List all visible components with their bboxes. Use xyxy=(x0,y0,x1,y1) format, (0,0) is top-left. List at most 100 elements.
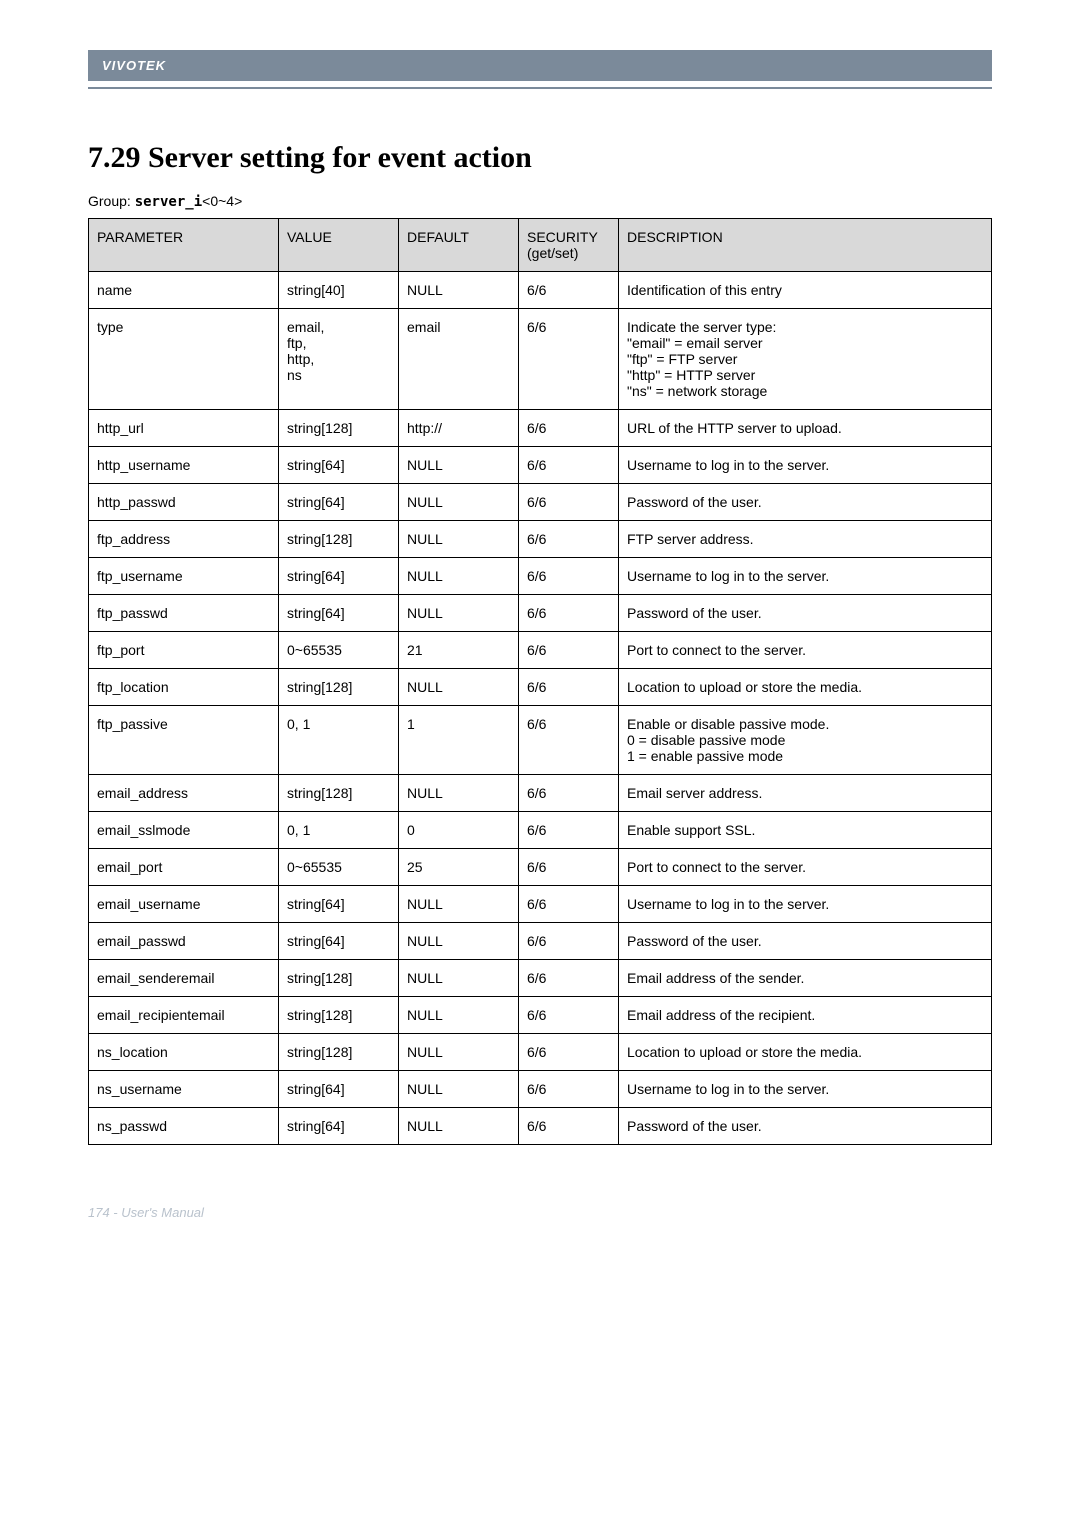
cell-description: Location to upload or store the media. xyxy=(619,669,992,706)
table-row: email_passwdstring[64]NULL6/6Password of… xyxy=(89,923,992,960)
table-row: namestring[40]NULL6/6Identification of t… xyxy=(89,272,992,309)
cell-security: 6/6 xyxy=(519,484,619,521)
cell-security: 6/6 xyxy=(519,886,619,923)
cell-security: 6/6 xyxy=(519,1108,619,1145)
cell-description: Password of the user. xyxy=(619,923,992,960)
cell-default: NULL xyxy=(399,595,519,632)
section-title: 7.29 Server setting for event action xyxy=(88,141,992,175)
col-security: SECURITY(get/set) xyxy=(519,219,619,272)
cell-value: string[128] xyxy=(279,1034,399,1071)
cell-security: 6/6 xyxy=(519,558,619,595)
table-row: email_port0~65535256/6Port to connect to… xyxy=(89,849,992,886)
cell-security: 6/6 xyxy=(519,1034,619,1071)
cell-default: NULL xyxy=(399,521,519,558)
cell-value: 0, 1 xyxy=(279,812,399,849)
cell-parameter: ftp_passwd xyxy=(89,595,279,632)
cell-description: Password of the user. xyxy=(619,595,992,632)
cell-parameter: ftp_port xyxy=(89,632,279,669)
cell-description: Email server address. xyxy=(619,775,992,812)
table-row: ftp_port0~65535216/6Port to connect to t… xyxy=(89,632,992,669)
table-head: PARAMETER VALUE DEFAULT SECURITY(get/set… xyxy=(89,219,992,272)
cell-description: Username to log in to the server. xyxy=(619,558,992,595)
cell-default: NULL xyxy=(399,775,519,812)
cell-default: NULL xyxy=(399,886,519,923)
col-value: VALUE xyxy=(279,219,399,272)
cell-security: 6/6 xyxy=(519,309,619,410)
table-row: email_senderemailstring[128]NULL6/6Email… xyxy=(89,960,992,997)
group-prefix: Group: xyxy=(88,193,135,209)
cell-default: 21 xyxy=(399,632,519,669)
cell-default: email xyxy=(399,309,519,410)
cell-description: URL of the HTTP server to upload. xyxy=(619,410,992,447)
page: VIVOTEK 7.29 Server setting for event ac… xyxy=(0,0,1080,1260)
cell-parameter: email_senderemail xyxy=(89,960,279,997)
cell-value: 0~65535 xyxy=(279,849,399,886)
cell-parameter: type xyxy=(89,309,279,410)
cell-default: NULL xyxy=(399,669,519,706)
cell-description: Email address of the recipient. xyxy=(619,997,992,1034)
cell-default: http:// xyxy=(399,410,519,447)
cell-value: email,ftp,http,ns xyxy=(279,309,399,410)
cell-default: NULL xyxy=(399,1108,519,1145)
cell-parameter: email_port xyxy=(89,849,279,886)
table-row: ns_passwdstring[64]NULL6/6Password of th… xyxy=(89,1108,992,1145)
cell-security: 6/6 xyxy=(519,669,619,706)
brand-text: VIVOTEK xyxy=(102,58,166,73)
cell-value: 0, 1 xyxy=(279,706,399,775)
cell-security: 6/6 xyxy=(519,632,619,669)
cell-description: Identification of this entry xyxy=(619,272,992,309)
table-row: ftp_passwdstring[64]NULL6/6Password of t… xyxy=(89,595,992,632)
cell-parameter: http_url xyxy=(89,410,279,447)
group-name: server_i xyxy=(135,194,202,210)
table-row: email_usernamestring[64]NULL6/6Username … xyxy=(89,886,992,923)
cell-value: string[128] xyxy=(279,775,399,812)
cell-description: Port to connect to the server. xyxy=(619,849,992,886)
cell-default: NULL xyxy=(399,272,519,309)
cell-default: 25 xyxy=(399,849,519,886)
table-row: ftp_addressstring[128]NULL6/6FTP server … xyxy=(89,521,992,558)
cell-description: Enable support SSL. xyxy=(619,812,992,849)
table-row: ftp_passive0, 116/6Enable or disable pas… xyxy=(89,706,992,775)
cell-value: string[128] xyxy=(279,410,399,447)
footer-text: 174 - User's Manual xyxy=(88,1205,204,1220)
col-parameter: PARAMETER xyxy=(89,219,279,272)
col-description: DESCRIPTION xyxy=(619,219,992,272)
cell-parameter: ftp_location xyxy=(89,669,279,706)
brand-header: VIVOTEK xyxy=(88,50,992,81)
header-rule xyxy=(88,87,992,89)
cell-security: 6/6 xyxy=(519,960,619,997)
cell-value: string[128] xyxy=(279,521,399,558)
cell-description: Username to log in to the server. xyxy=(619,1071,992,1108)
cell-security: 6/6 xyxy=(519,595,619,632)
cell-value: string[64] xyxy=(279,1071,399,1108)
table-body: namestring[40]NULL6/6Identification of t… xyxy=(89,272,992,1145)
cell-default: NULL xyxy=(399,1034,519,1071)
cell-value: string[128] xyxy=(279,960,399,997)
cell-parameter: http_username xyxy=(89,447,279,484)
cell-parameter: email_address xyxy=(89,775,279,812)
group-line: Group: server_i<0~4> xyxy=(88,193,992,210)
cell-parameter: ftp_address xyxy=(89,521,279,558)
cell-description: Port to connect to the server. xyxy=(619,632,992,669)
cell-security: 6/6 xyxy=(519,521,619,558)
cell-value: string[128] xyxy=(279,669,399,706)
cell-security: 6/6 xyxy=(519,706,619,775)
page-footer: 174 - User's Manual xyxy=(88,1205,992,1220)
group-suffix: <0~4> xyxy=(202,193,242,209)
table-header-row: PARAMETER VALUE DEFAULT SECURITY(get/set… xyxy=(89,219,992,272)
cell-security: 6/6 xyxy=(519,849,619,886)
cell-value: string[64] xyxy=(279,484,399,521)
cell-parameter: ftp_passive xyxy=(89,706,279,775)
cell-parameter: http_passwd xyxy=(89,484,279,521)
table-row: ftp_locationstring[128]NULL6/6Location t… xyxy=(89,669,992,706)
cell-security: 6/6 xyxy=(519,812,619,849)
table-row: ftp_usernamestring[64]NULL6/6Username to… xyxy=(89,558,992,595)
table-row: http_urlstring[128]http://6/6URL of the … xyxy=(89,410,992,447)
cell-default: NULL xyxy=(399,484,519,521)
cell-value: string[64] xyxy=(279,923,399,960)
cell-security: 6/6 xyxy=(519,410,619,447)
cell-parameter: email_recipientemail xyxy=(89,997,279,1034)
parameter-table: PARAMETER VALUE DEFAULT SECURITY(get/set… xyxy=(88,218,992,1145)
cell-value: string[64] xyxy=(279,595,399,632)
cell-default: NULL xyxy=(399,923,519,960)
